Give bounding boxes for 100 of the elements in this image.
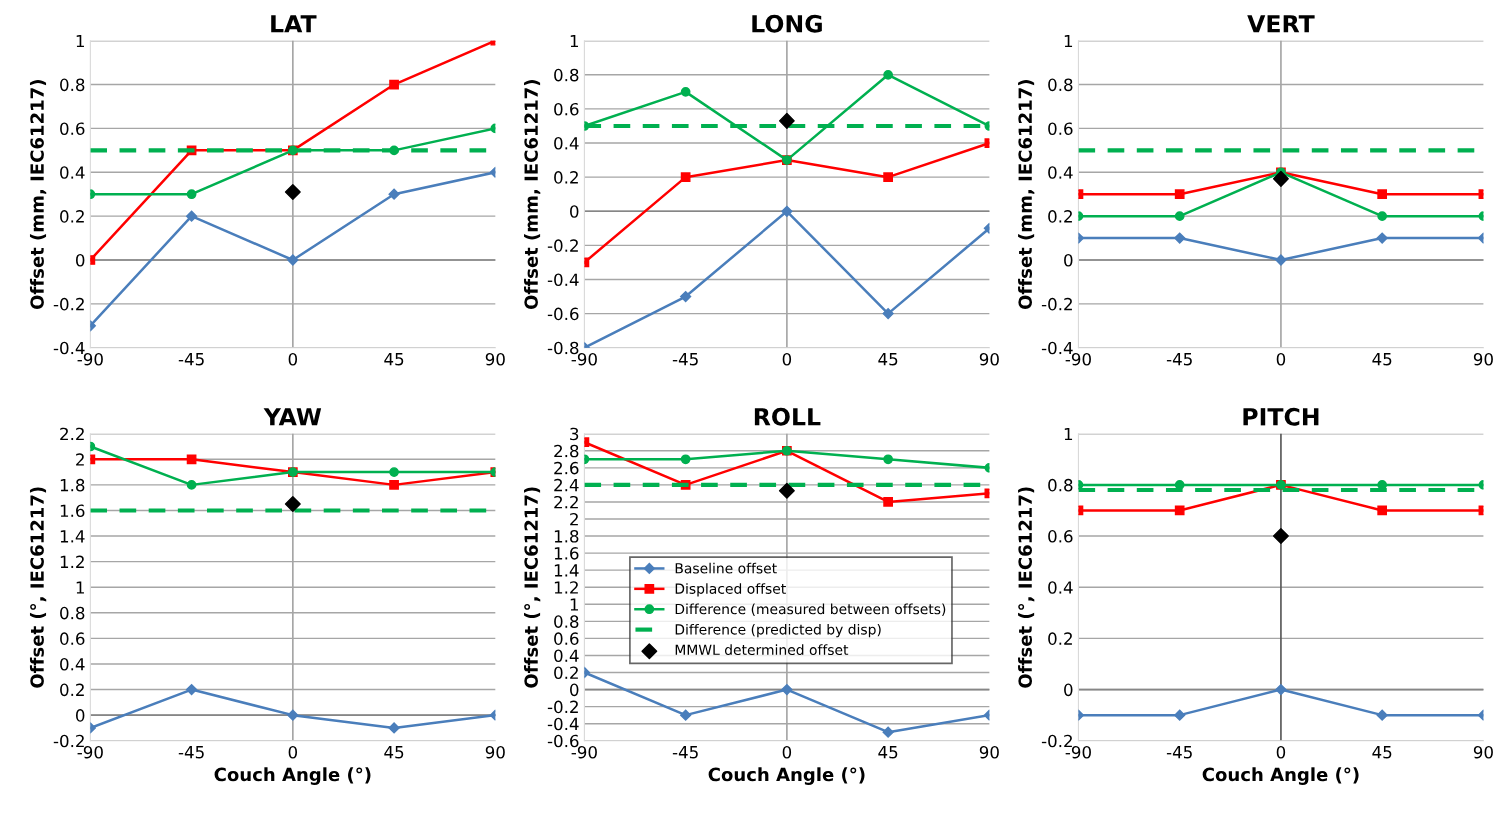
chart-title: VERT [1247, 15, 1315, 33]
x-tick-label: 45 [1372, 353, 1392, 366]
x-tick-label: -90 [1065, 745, 1091, 759]
y-tick-label: 0.8 [1048, 78, 1073, 92]
y-tick-label: 0.2 [60, 210, 84, 223]
x-tick-label: -45 [672, 353, 698, 366]
legend-label: Difference (predicted by disp) [675, 623, 881, 638]
y-tick-label: 1 [570, 598, 579, 611]
y-tick-label: -0.4 [53, 341, 85, 355]
y-tick-label: 0.8 [60, 606, 85, 620]
y-tick-label: 0 [1064, 253, 1073, 267]
y-tick-label: 0 [570, 205, 579, 218]
x-tick-label: 90 [979, 745, 999, 759]
y-tick-label: -0.2 [1041, 297, 1072, 311]
x-tick-label: 90 [485, 745, 505, 759]
x-tick-label: -90 [1065, 352, 1091, 366]
chart-title: PITCH [1243, 407, 1319, 426]
y-tick-label: 1.8 [554, 530, 579, 543]
y-tick-label: 1.4 [554, 564, 579, 577]
y-tick-label: 1.4 [60, 530, 85, 543]
y-tick-label: 0.6 [60, 122, 85, 135]
x-tick-label: 90 [979, 352, 999, 366]
x-tick-label: -45 [178, 353, 204, 366]
y-axis-title: Offset (mm, IEC61217) [524, 80, 541, 309]
y-tick-label: 1.6 [60, 504, 85, 518]
x-tick-label: -90 [571, 352, 597, 366]
y-tick-label: 1 [76, 34, 84, 48]
x-tick-label: 90 [1473, 352, 1493, 366]
y-tick-label: 0.8 [554, 615, 579, 628]
y-tick-label: 0 [1064, 683, 1073, 697]
y-tick-label: 1 [570, 34, 579, 48]
y-tick-label: -0.2 [547, 239, 578, 252]
legend-label: Baseline offset [675, 562, 777, 574]
y-tick-label: 0.6 [1048, 530, 1073, 543]
y-axis-title: Offset (°, IEC61217) [524, 487, 541, 688]
y-tick-label: 0.4 [554, 649, 579, 663]
y-tick-label: 0.2 [1048, 210, 1072, 223]
y-axis-title: Offset (°, IEC61217) [29, 487, 47, 688]
x-tick-label: 0 [1276, 745, 1286, 759]
y-tick-label: -0.2 [1041, 734, 1072, 748]
y-tick-label: 1.2 [554, 581, 578, 594]
y-tick-label: 0.8 [60, 78, 85, 92]
y-tick-label: 2.4 [554, 478, 579, 492]
y-tick-label: 0.6 [554, 102, 579, 116]
y-tick-label: 1 [1064, 34, 1073, 48]
y-tick-label: -0.4 [547, 717, 579, 731]
y-tick-label: -0.4 [1041, 341, 1073, 355]
y-tick-label: 0.2 [60, 683, 84, 697]
legend-label: MMWL determined offset [675, 644, 849, 656]
y-tick-label: 2.2 [60, 427, 84, 441]
y-tick-label: -0.2 [53, 297, 84, 311]
y-tick-label: 0.4 [60, 166, 85, 179]
y-tick-label: -0.4 [547, 273, 579, 287]
y-tick-label: 2 [570, 512, 578, 526]
x-tick-label: 0 [1276, 352, 1286, 366]
x-tick-label: 90 [485, 352, 505, 366]
y-tick-label: 0.6 [60, 632, 85, 645]
x-tick-label: 0 [782, 745, 792, 759]
y-tick-label: 1.2 [60, 555, 84, 568]
x-tick-label: 0 [288, 745, 298, 759]
x-tick-label: 45 [878, 353, 898, 366]
y-tick-label: 0.8 [554, 68, 579, 82]
y-tick-label: 0.4 [1048, 581, 1073, 594]
y-tick-label: -0.2 [53, 734, 84, 748]
y-tick-label: 3 [570, 427, 579, 441]
y-axis-title: Offset (mm, IEC61217) [1018, 80, 1035, 309]
x-tick-label: 0 [288, 352, 298, 366]
y-tick-label: 0 [570, 683, 579, 697]
y-tick-label: 0 [75, 253, 85, 267]
y-tick-label: 1 [76, 581, 84, 594]
y-tick-label: 2.2 [554, 495, 578, 509]
x-tick-label: 45 [878, 746, 898, 759]
x-axis-title: Couch Angle (°) [708, 767, 865, 785]
y-tick-label: 2 [76, 453, 84, 466]
x-tick-label: -90 [77, 352, 103, 366]
x-tick-label: 45 [1372, 746, 1392, 759]
y-tick-label: -0.6 [547, 307, 579, 321]
y-tick-label: 2.6 [554, 461, 579, 475]
y-tick-label: 0.6 [1048, 122, 1073, 135]
chart-title: LONG [752, 14, 822, 33]
x-tick-label: -90 [571, 745, 597, 759]
y-tick-label: 0.2 [554, 171, 578, 184]
x-tick-label: -45 [1166, 746, 1192, 759]
y-tick-label: -0.2 [547, 700, 578, 714]
y-tick-label: -0.8 [547, 341, 579, 355]
x-tick-label: 45 [384, 746, 404, 759]
y-tick-label: 0.4 [60, 657, 85, 671]
y-axis-title: Offset (°, IEC61217) [1018, 487, 1035, 688]
legend-label: Displaced offset [675, 583, 786, 597]
y-tick-label: 0.4 [554, 137, 579, 150]
chart-title: LAT [271, 15, 317, 33]
y-tick-label: 0.6 [554, 632, 579, 645]
y-tick-label: 0 [75, 709, 85, 722]
x-tick-label: -90 [77, 745, 103, 759]
x-tick-label: 45 [384, 353, 404, 366]
y-tick-label: 0.2 [1048, 632, 1072, 645]
y-tick-label: 0.4 [1048, 166, 1073, 179]
x-tick-label: -45 [672, 746, 698, 759]
x-tick-label: 0 [782, 352, 792, 366]
x-axis-title: Couch Angle (°) [214, 767, 371, 785]
